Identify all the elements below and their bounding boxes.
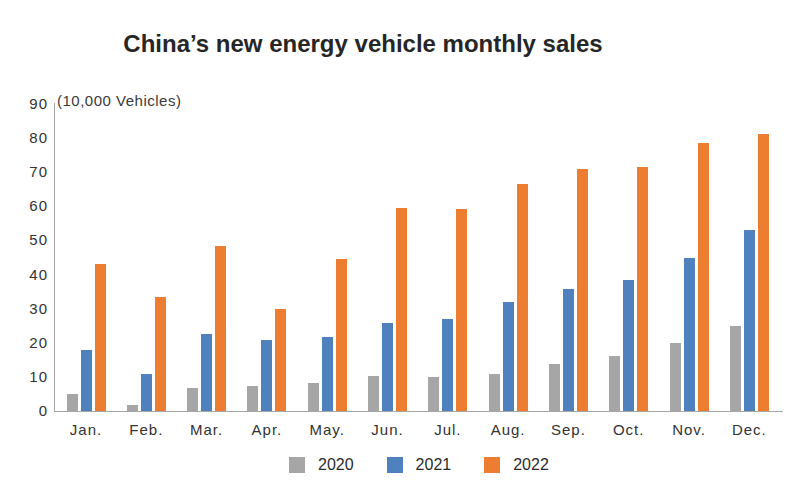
- y-tick-label-50: 50: [0, 231, 48, 248]
- bar-2020-aug: [489, 374, 500, 411]
- bar-2021-dec: [744, 230, 755, 411]
- bar-2022-sep: [577, 169, 588, 411]
- chart-legend: 2020 2021 2022: [289, 456, 549, 474]
- bar-2020-mar: [187, 388, 198, 411]
- bar-2022-jul: [456, 209, 467, 411]
- legend-swatch-2020: [289, 457, 305, 473]
- y-axis-unit-label: (10,000 Vehicles): [57, 92, 181, 109]
- x-tick-label-dec: Dec.: [719, 421, 779, 438]
- bar-2020-jun: [368, 376, 379, 411]
- legend-item-2021: 2021: [387, 456, 452, 474]
- legend-swatch-2021: [387, 457, 403, 473]
- bar-2022-may: [336, 259, 347, 411]
- x-tick-label-feb: Feb.: [116, 421, 176, 438]
- legend-item-2022: 2022: [484, 456, 549, 474]
- bar-2022-aug: [517, 184, 528, 411]
- legend-label-2022: 2022: [513, 456, 549, 474]
- bar-2020-oct: [609, 356, 620, 411]
- y-axis-line: [54, 103, 55, 411]
- legend-label-2021: 2021: [416, 456, 452, 474]
- x-tick-label-jul: Jul.: [418, 421, 478, 438]
- y-tick-label-10: 10: [0, 368, 48, 385]
- bar-2020-jul: [428, 377, 439, 411]
- bar-2020-jan: [67, 394, 78, 411]
- x-axis-line: [54, 411, 783, 412]
- y-tick-label-0: 0: [0, 402, 48, 419]
- bar-2022-jan: [95, 264, 106, 411]
- y-tick-label-60: 60: [0, 197, 48, 214]
- y-tick-label-30: 30: [0, 300, 48, 317]
- legend-item-2020: 2020: [289, 456, 354, 474]
- bar-2021-nov: [684, 258, 695, 412]
- bar-2022-feb: [155, 297, 166, 411]
- y-tick-label-70: 70: [0, 163, 48, 180]
- bar-2020-feb: [127, 405, 138, 411]
- chart-title: China’s new energy vehicle monthly sales: [123, 30, 602, 58]
- x-tick-label-oct: Oct.: [599, 421, 659, 438]
- bar-2021-sep: [563, 289, 574, 411]
- bar-2021-oct: [623, 280, 634, 411]
- x-tick-label-nov: Nov.: [659, 421, 719, 438]
- bar-2020-nov: [670, 343, 681, 411]
- bar-2021-aug: [503, 302, 514, 411]
- x-tick-label-may: May.: [297, 421, 357, 438]
- bar-2022-oct: [637, 167, 648, 411]
- bar-2022-mar: [215, 246, 226, 411]
- legend-label-2020: 2020: [318, 456, 354, 474]
- y-tick-label-80: 80: [0, 129, 48, 146]
- x-tick-label-jan: Jan.: [56, 421, 116, 438]
- bar-2020-apr: [247, 386, 258, 411]
- bar-2021-may: [322, 337, 333, 411]
- bar-2021-mar: [201, 334, 212, 411]
- bar-2020-may: [308, 383, 319, 411]
- x-tick-label-sep: Sep.: [538, 421, 598, 438]
- y-tick-label-40: 40: [0, 266, 48, 283]
- bar-2021-jul: [442, 319, 453, 411]
- x-tick-label-jun: Jun.: [358, 421, 418, 438]
- bar-2022-nov: [698, 143, 709, 411]
- bar-2021-jun: [382, 323, 393, 411]
- x-tick-label-apr: Apr.: [237, 421, 297, 438]
- chart-canvas: China’s new energy vehicle monthly sales…: [0, 0, 800, 500]
- bar-2022-jun: [396, 208, 407, 411]
- bar-2020-dec: [730, 326, 741, 411]
- bar-2021-apr: [261, 340, 272, 411]
- x-tick-label-mar: Mar.: [177, 421, 237, 438]
- bar-2020-sep: [549, 364, 560, 411]
- y-tick-label-20: 20: [0, 334, 48, 351]
- bar-2021-feb: [141, 374, 152, 411]
- bar-2022-dec: [758, 134, 769, 411]
- legend-swatch-2022: [484, 457, 500, 473]
- bar-2022-apr: [275, 309, 286, 411]
- x-tick-label-aug: Aug.: [478, 421, 538, 438]
- bar-2021-jan: [81, 350, 92, 411]
- y-tick-label-90: 90: [0, 95, 48, 112]
